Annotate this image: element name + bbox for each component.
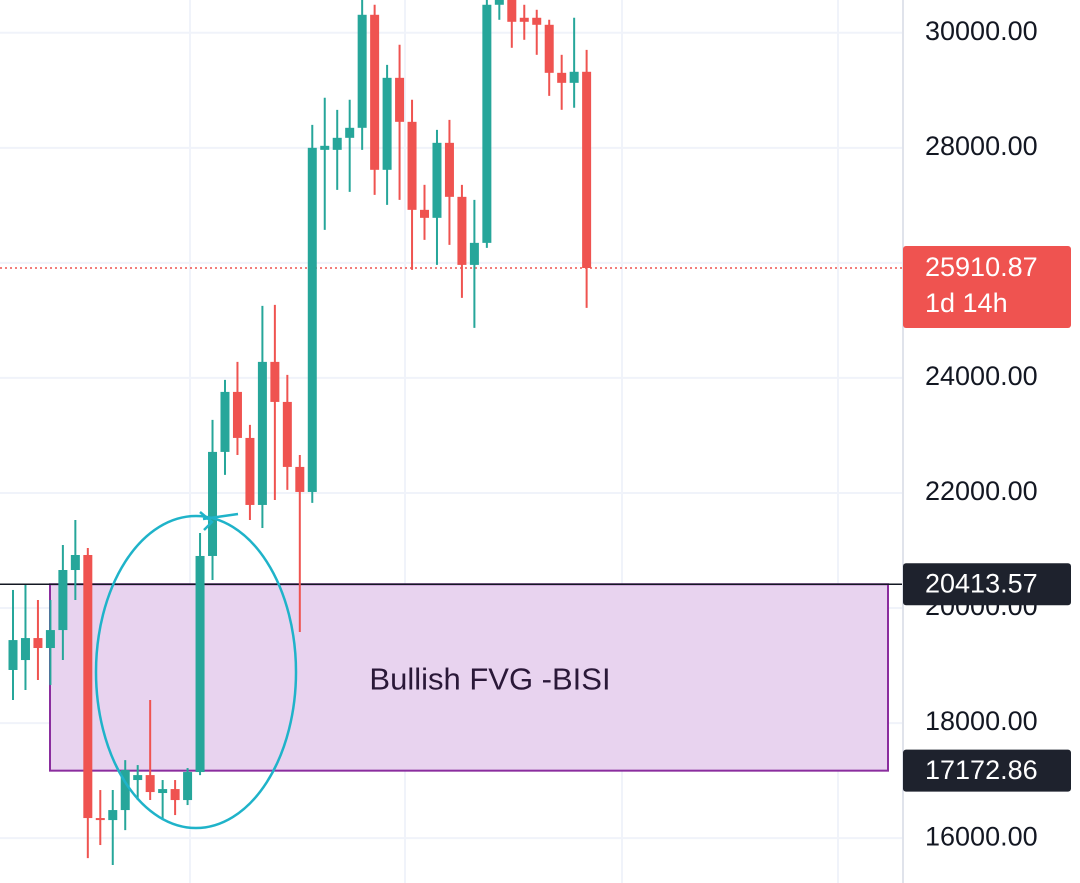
candle-body bbox=[108, 810, 118, 821]
candle-body bbox=[295, 466, 305, 492]
y-tick-label: 24000.00 bbox=[925, 361, 1038, 391]
candle-body bbox=[158, 789, 168, 794]
candle-body bbox=[58, 570, 68, 631]
fvg-rect bbox=[49, 583, 889, 772]
candle-body bbox=[145, 775, 155, 793]
price-axis: 16000.0018000.0020000.0022000.0024000.00… bbox=[925, 16, 1038, 851]
candle-body bbox=[494, 0, 504, 5]
y-tick-label: 28000.00 bbox=[925, 131, 1038, 161]
candle-body bbox=[382, 77, 392, 170]
candle-body bbox=[257, 361, 267, 505]
candle-body bbox=[345, 127, 355, 138]
candle-body bbox=[582, 71, 592, 269]
current-price-box bbox=[903, 246, 1071, 329]
overlay bbox=[94, 511, 298, 830]
candle-body bbox=[120, 770, 130, 811]
candle-body bbox=[557, 72, 567, 83]
candle-body bbox=[8, 640, 18, 670]
candle-body bbox=[83, 554, 93, 819]
price-box bbox=[903, 749, 1071, 792]
candle-body bbox=[20, 638, 30, 661]
candle-body bbox=[519, 17, 529, 22]
candles bbox=[8, 0, 592, 866]
candle-body bbox=[195, 555, 205, 773]
candle-body bbox=[407, 121, 417, 210]
candle-body bbox=[45, 630, 55, 649]
candle-body bbox=[33, 638, 43, 649]
fvg-zone: Bullish FVG -BISI bbox=[0, 267, 903, 772]
arrow-annotation bbox=[199, 511, 239, 531]
candle-body bbox=[432, 142, 442, 218]
candle-body bbox=[95, 818, 105, 821]
candle-body bbox=[270, 361, 280, 402]
countdown-label: 1d 14h bbox=[925, 288, 1008, 318]
candle-body bbox=[332, 137, 342, 150]
candle-body bbox=[569, 71, 579, 83]
candle-body bbox=[357, 14, 367, 128]
candle-body bbox=[544, 24, 554, 73]
candle-body bbox=[245, 437, 255, 505]
candle-body bbox=[307, 147, 317, 492]
price-box bbox=[903, 563, 1071, 606]
candle-body bbox=[370, 14, 380, 170]
circle-annotation bbox=[94, 514, 298, 830]
candle-body bbox=[507, 0, 517, 22]
y-tick-label: 18000.00 bbox=[925, 706, 1038, 736]
y-tick-label: 30000.00 bbox=[925, 16, 1038, 46]
price-box-label: 17172.86 bbox=[925, 755, 1038, 785]
candle-body bbox=[420, 209, 430, 218]
price-box-label: 20413.57 bbox=[925, 568, 1038, 598]
y-tick-label: 22000.00 bbox=[925, 476, 1038, 506]
candle-body bbox=[220, 391, 230, 452]
candle-body bbox=[208, 451, 218, 556]
candle-body bbox=[457, 196, 467, 265]
candle-body bbox=[469, 242, 479, 265]
candle-body bbox=[395, 77, 405, 122]
candle-body bbox=[444, 142, 454, 197]
y-tick-label: 16000.00 bbox=[925, 821, 1038, 851]
candle-body bbox=[232, 391, 242, 438]
candle-body bbox=[133, 775, 143, 781]
candle-body bbox=[282, 401, 292, 467]
candle-body bbox=[170, 789, 180, 801]
candle-body bbox=[320, 145, 330, 150]
fvg-label: Bullish FVG -BISI bbox=[369, 662, 610, 697]
price-labels: 25910.87 1d 14h 20413.57 17172.86 bbox=[903, 246, 1071, 792]
candle-body bbox=[482, 4, 492, 243]
candle-body bbox=[183, 772, 193, 801]
candle-body bbox=[70, 554, 80, 571]
current-price-label: 25910.87 bbox=[925, 252, 1038, 282]
candle-body bbox=[532, 17, 542, 25]
